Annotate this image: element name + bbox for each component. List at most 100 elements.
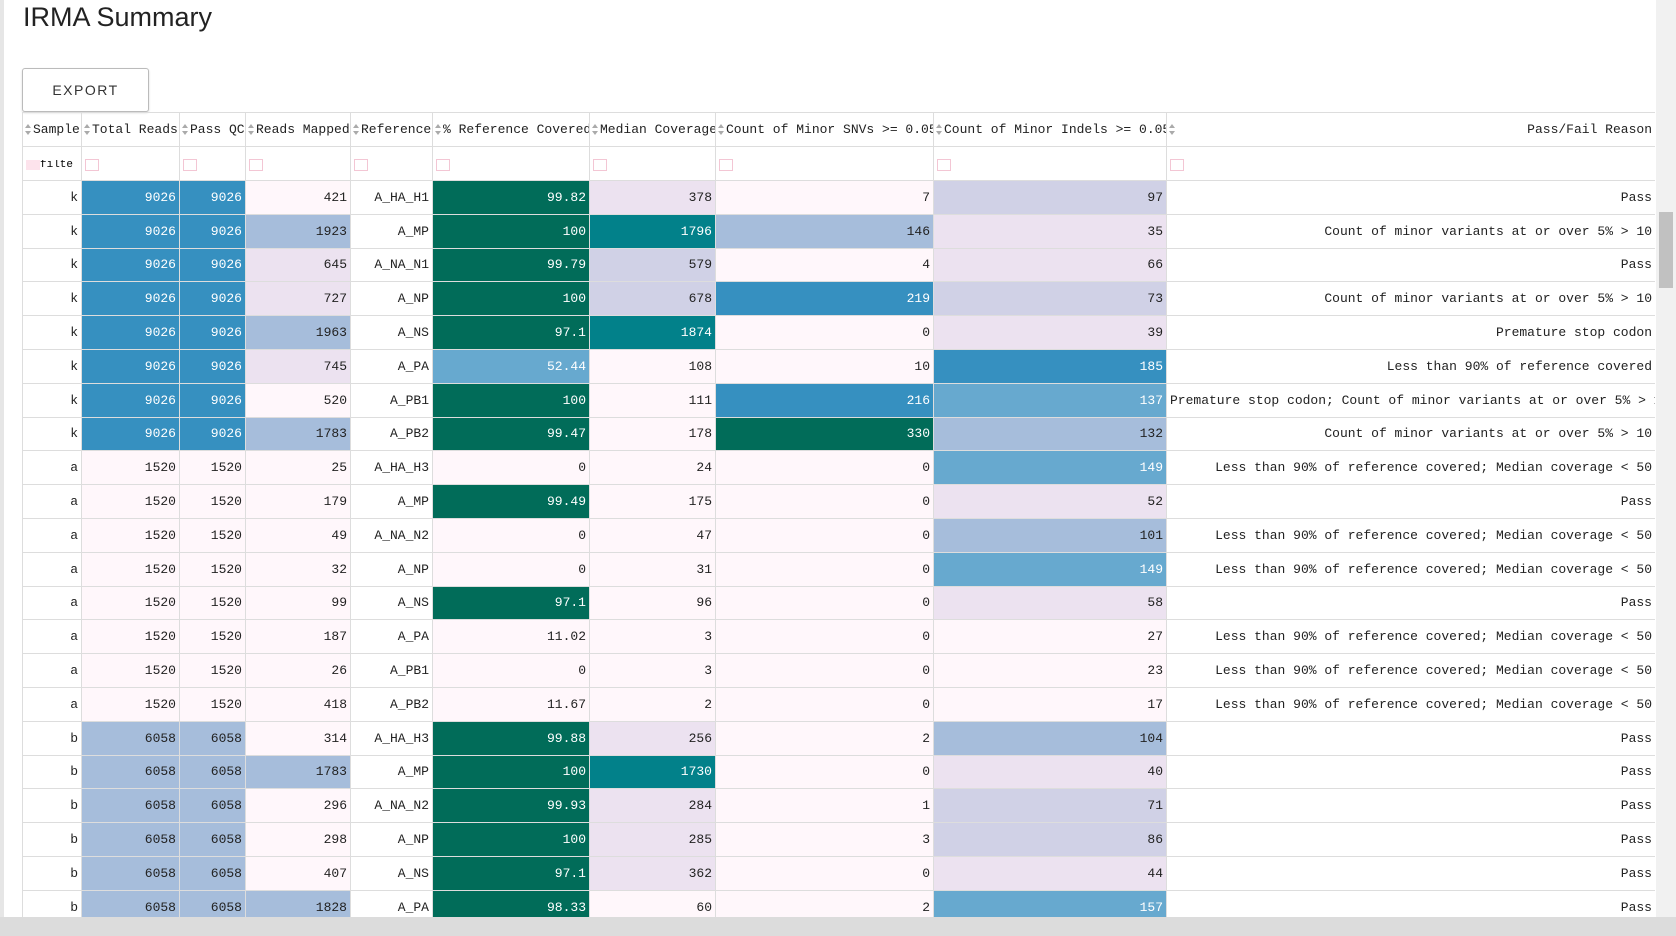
table-cell: 9026: [81, 315, 180, 350]
column-header[interactable]: Count of Minor Indels >= 0.05: [933, 112, 1167, 147]
table-cell: b: [22, 788, 82, 824]
sort-icon[interactable]: [435, 124, 441, 135]
filter-input[interactable]: [85, 159, 99, 171]
table-cell: 9026: [179, 382, 246, 418]
table-cell: 185: [933, 348, 1167, 384]
filter-input[interactable]: [719, 159, 733, 171]
export-button[interactable]: EXPORT: [22, 68, 149, 112]
table-cell: 1520: [179, 450, 246, 486]
filter-input[interactable]: [1170, 159, 1184, 171]
table-cell: 645: [245, 247, 351, 283]
table-cell: A_MP: [350, 754, 433, 790]
sort-icon[interactable]: [936, 124, 942, 135]
table-cell: Less than 90% of reference covered; Medi…: [1166, 653, 1655, 688]
table-cell: a: [22, 450, 82, 486]
table-cell: 4: [715, 247, 934, 283]
table-cell: 0: [715, 450, 934, 486]
table-cell: 6058: [179, 889, 246, 917]
sort-icon[interactable]: [353, 124, 359, 135]
scroll-thumb[interactable]: [1659, 212, 1673, 288]
filter-cell: [22, 146, 82, 181]
table-cell: 179: [245, 484, 351, 519]
table-cell: 1923: [245, 213, 351, 249]
table-row: k 9026 9026 421 A_HA_H1 99.82 378 7 97 Pass: [22, 180, 1655, 215]
table-cell: 132: [933, 416, 1167, 452]
sort-icon[interactable]: [248, 124, 254, 135]
filter-input[interactable]: [26, 160, 81, 170]
table-cell: 97.1: [432, 585, 590, 621]
table-cell: 0: [715, 517, 934, 553]
column-header[interactable]: Sample: [22, 112, 82, 147]
table-cell: 6058: [81, 720, 180, 756]
table-cell: 52: [933, 484, 1167, 519]
column-header[interactable]: Median Coverage: [589, 112, 716, 147]
filter-input[interactable]: [937, 159, 951, 171]
sort-icon[interactable]: [84, 124, 90, 135]
horizontal-scrollbar[interactable]: [0, 917, 1676, 936]
table-cell: 219: [715, 281, 934, 317]
table-cell: 1520: [81, 484, 180, 519]
filter-cell: [81, 146, 180, 181]
sort-icon[interactable]: [592, 124, 598, 135]
table-cell: 1520: [179, 619, 246, 655]
table-row: b 6058 6058 314 A_HA_H3 99.88 256 2 104 Pass: [22, 720, 1655, 756]
table-row: a 1520 1520 99 A_NS 97.1 96 0 58 Pass: [22, 585, 1655, 621]
table-cell: b: [22, 855, 82, 891]
table-cell: 9026: [179, 247, 246, 283]
filter-input[interactable]: [354, 159, 368, 171]
table-cell: Pass: [1166, 855, 1655, 891]
filter-input[interactable]: [436, 159, 450, 171]
table-row: b 6058 6058 1783 A_MP 100 1730 0 40 Pass: [22, 754, 1655, 790]
column-header[interactable]: Pass/Fail Reason: [1166, 112, 1655, 147]
table-cell: A_NP: [350, 822, 433, 857]
table-cell: 407: [245, 855, 351, 891]
table-cell: 0: [432, 517, 590, 553]
column-header[interactable]: Total Reads: [81, 112, 180, 147]
table-cell: 146: [715, 213, 934, 249]
table-cell: k: [22, 382, 82, 418]
table-cell: 2: [715, 889, 934, 917]
table-cell: 1520: [179, 484, 246, 519]
column-label: Reference: [361, 122, 432, 137]
table-cell: 25: [245, 450, 351, 486]
table-cell: 1520: [179, 653, 246, 688]
filter-input[interactable]: [249, 159, 263, 171]
table-row: a 1520 1520 49 A_NA_N2 0 47 0 101 Less than 90% o…: [22, 517, 1655, 553]
column-label: Count of Minor SNVs >= 0.05: [726, 122, 934, 137]
table-cell: a: [22, 619, 82, 655]
sort-icon[interactable]: [25, 124, 31, 135]
table-cell: 99.93: [432, 788, 590, 824]
table-cell: 1783: [245, 416, 351, 452]
table-cell: 66: [933, 247, 1167, 283]
column-header[interactable]: Count of Minor SNVs >= 0.05: [715, 112, 934, 147]
column-header[interactable]: Pass QC: [179, 112, 246, 147]
table-cell: 298: [245, 822, 351, 857]
header-row: Sample Total Reads Pass QC Reads Mapped Refe…: [22, 112, 1655, 147]
vertical-scrollbar[interactable]: [1656, 0, 1676, 917]
table-row: b 6058 6058 296 A_NA_N2 99.93 284 1 71 Pass: [22, 788, 1655, 824]
column-header[interactable]: Reference: [350, 112, 433, 147]
table-cell: 96: [589, 585, 716, 621]
table-cell: 9026: [81, 213, 180, 249]
table-cell: 23: [933, 653, 1167, 688]
table-cell: a: [22, 585, 82, 621]
table-cell: 100: [432, 754, 590, 790]
column-header[interactable]: Reads Mapped: [245, 112, 351, 147]
sort-icon[interactable]: [718, 124, 724, 135]
filter-input[interactable]: [183, 159, 197, 171]
filter-input[interactable]: [593, 159, 607, 171]
sort-icon[interactable]: [1169, 124, 1175, 135]
table-cell: 52.44: [432, 348, 590, 384]
sort-icon[interactable]: [182, 124, 188, 135]
column-header[interactable]: % Reference Covered: [432, 112, 590, 147]
column-label: Total Reads: [92, 122, 178, 137]
table-cell: 100: [432, 822, 590, 857]
table-cell: 314: [245, 720, 351, 756]
table-cell: 2: [715, 720, 934, 756]
table-cell: 1520: [179, 585, 246, 621]
table-cell: 7: [715, 180, 934, 215]
table-cell: 26: [245, 653, 351, 688]
table-cell: 362: [589, 855, 716, 891]
table-cell: 678: [589, 281, 716, 317]
